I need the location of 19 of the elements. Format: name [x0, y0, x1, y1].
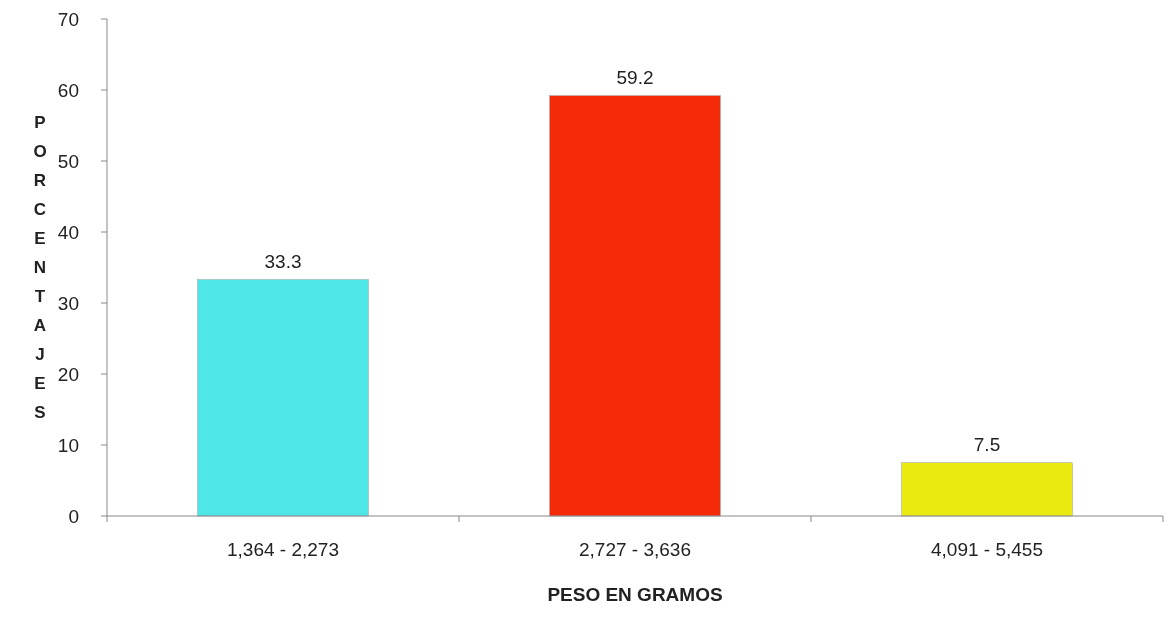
x-tick-label: 4,091 - 5,455: [931, 539, 1043, 560]
bar: [197, 279, 369, 517]
data-label: 59.2: [616, 66, 654, 88]
data-label: 7.5: [973, 433, 1001, 455]
y-tick-label: 60: [57, 79, 79, 101]
x-tick-label: 1,364 - 2,273: [227, 539, 339, 560]
text: PORCENTAJES: [33, 113, 47, 423]
y-tick-label: 20: [57, 363, 79, 385]
x-axis-title: PESO EN GRAMOS: [547, 584, 723, 605]
bar: [549, 95, 721, 517]
y-tick-label: 10: [57, 434, 79, 456]
x-tick-label: 2,727 - 3,636: [579, 539, 691, 560]
data-label: 33.3: [264, 250, 302, 272]
y-tick-label: 40: [57, 221, 79, 243]
y-tick-label: 0: [68, 505, 79, 527]
bar: [901, 462, 1073, 517]
y-tick-label: 30: [57, 292, 79, 314]
y-tick-label: 50: [57, 150, 79, 172]
y-tick-label: 70: [57, 8, 79, 30]
